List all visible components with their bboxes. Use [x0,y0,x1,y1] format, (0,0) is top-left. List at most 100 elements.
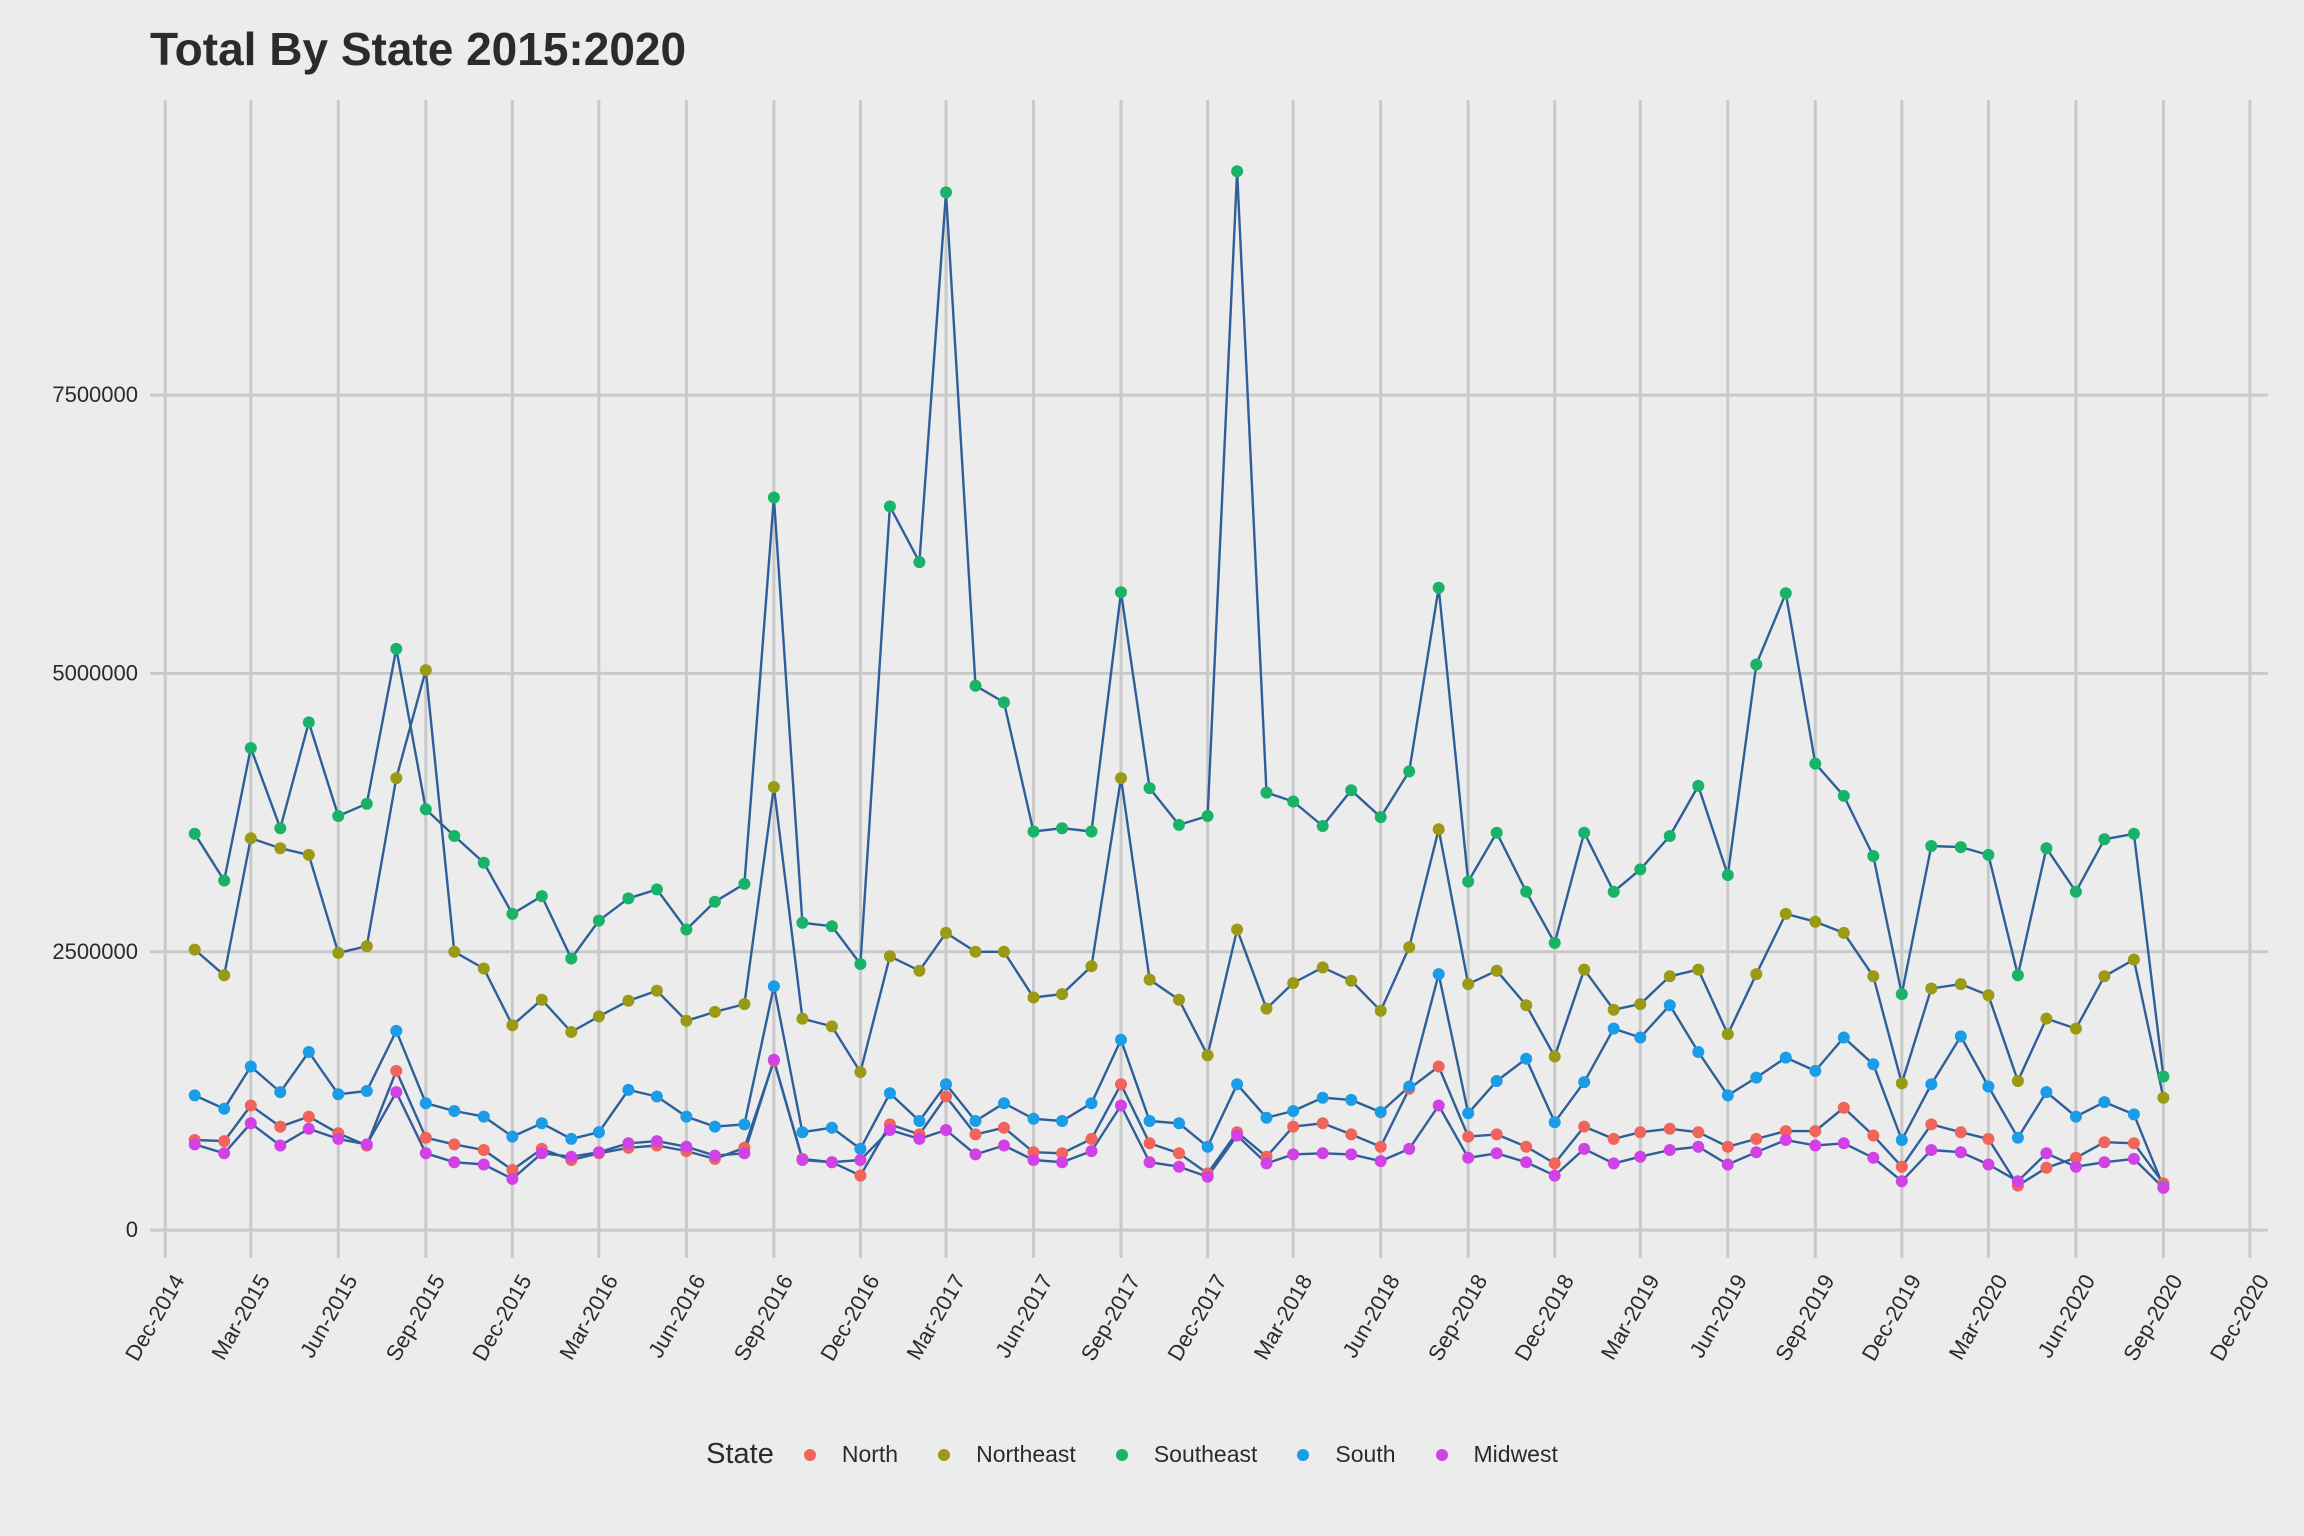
point-midwest [680,1140,693,1153]
point-midwest [1750,1146,1763,1159]
point-midwest [1867,1151,1880,1164]
point-midwest [1403,1142,1416,1155]
point-northeast [825,1020,838,1033]
point-north [2098,1136,2111,1149]
point-south [1721,1089,1734,1102]
point-southeast [360,797,373,810]
point-southeast [1721,869,1734,881]
point-midwest [1895,1175,1908,1188]
point-north [1663,1122,1676,1135]
point-northeast [940,926,952,939]
x-tick-label: Dec-2019 [1857,1270,1926,1365]
point-northeast [1403,941,1416,954]
point-southeast [1085,825,1098,838]
point-northeast [1432,823,1445,836]
point-southeast [1316,820,1329,832]
point-south [825,1121,838,1134]
point-southeast [738,877,751,890]
legend-item-northeast: Northeast [938,1441,1076,1468]
point-midwest [2011,1175,2024,1188]
point-south [998,1097,1010,1110]
x-tick-label: Sep-2020 [2118,1270,2187,1365]
point-southeast [1692,779,1705,792]
point-southeast [1027,825,1040,838]
point-south [1345,1093,1358,1106]
point-south [796,1126,809,1139]
point-north [854,1169,867,1182]
point-midwest [1954,1146,1967,1159]
point-south [1143,1115,1156,1127]
point-north [1316,1117,1329,1130]
point-southeast [1954,841,1967,854]
point-midwest [1520,1156,1533,1169]
point-southeast [825,920,838,933]
point-northeast [1895,1077,1908,1090]
point-south [1982,1080,1995,1093]
point-midwest [2040,1147,2053,1160]
point-northeast [565,1026,578,1038]
point-north [2040,1161,2053,1174]
point-north [1750,1132,1763,1145]
x-tick-label: Mar-2018 [1249,1270,1318,1364]
x-tick-label: Dec-2015 [467,1270,536,1365]
legend-item-midwest: Midwest [1435,1441,1558,1468]
point-northeast [2011,1075,2024,1087]
point-north [2069,1151,2082,1164]
x-tick-label: Mar-2016 [554,1270,623,1364]
point-midwest [1173,1160,1185,1173]
point-midwest [2098,1156,2111,1169]
point-southeast [1578,826,1591,839]
point-southeast [1607,885,1620,898]
point-midwest [477,1158,490,1171]
point-north [1490,1128,1503,1141]
point-southeast [188,827,201,840]
point-southeast [1809,757,1822,770]
point-southeast [1403,765,1416,778]
point-southeast [2157,1070,2170,1083]
point-southeast [708,895,721,908]
point-south [913,1115,926,1127]
point-northeast [738,998,751,1011]
point-midwest [1201,1170,1214,1183]
point-south [1809,1064,1822,1077]
point-southeast [1520,885,1533,898]
point-midwest [738,1147,751,1160]
point-southeast [940,186,952,199]
x-tick-label: Jun-2019 [1684,1270,1752,1362]
point-south [218,1102,231,1115]
point-northeast [2127,953,2140,966]
point-northeast [302,848,315,861]
point-south [1837,1031,1850,1044]
point-northeast [448,945,461,958]
point-south [1663,999,1676,1012]
point-south [708,1120,721,1133]
x-tick-label: Jun-2015 [295,1270,363,1362]
point-south [650,1090,663,1103]
point-north [1287,1120,1300,1133]
point-north [1779,1125,1792,1138]
point-northeast [332,946,345,959]
point-northeast [913,964,926,977]
point-south [1520,1052,1533,1065]
point-midwest [1027,1154,1040,1166]
point-southeast [1287,795,1300,808]
point-northeast [1201,1049,1214,1062]
point-midwest [796,1154,809,1166]
point-midwest [1374,1155,1387,1168]
point-north [244,1099,257,1112]
y-tick-label: 0 [126,1217,138,1242]
point-midwest [1260,1157,1273,1170]
point-midwest [302,1122,315,1135]
point-south [2040,1086,2053,1099]
point-midwest [1287,1148,1300,1161]
point-southeast [448,830,461,842]
point-southeast [1432,581,1445,594]
point-south [2069,1110,2082,1123]
point-north [1115,1078,1127,1091]
x-tick-label: Mar-2020 [1944,1270,2013,1364]
point-southeast [998,696,1010,709]
point-south [1201,1140,1214,1153]
point-northeast [390,772,403,785]
point-northeast [1779,907,1792,920]
x-tick-label: Jun-2020 [2033,1270,2101,1362]
